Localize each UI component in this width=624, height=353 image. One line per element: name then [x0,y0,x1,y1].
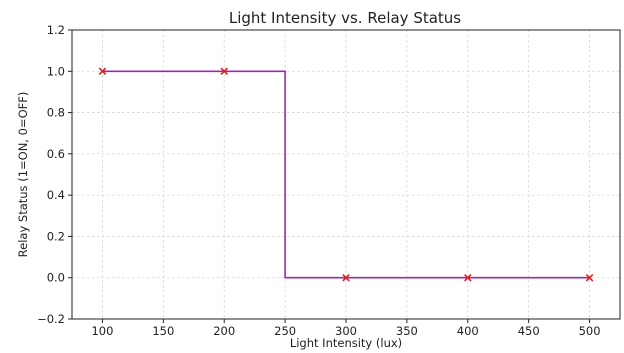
x-tick-label-2: 200 [213,324,235,338]
chart-title: Light Intensity vs. Relay Status [229,9,461,27]
x-tick-label-8: 500 [579,324,601,338]
x-tick-label-5: 350 [396,324,418,338]
y-tick-label-0: −0.2 [37,312,65,326]
grid [72,29,620,320]
y-tick-label-2: 0.2 [47,229,65,243]
x-axis-label: Light Intensity (lux) [290,336,402,350]
data-point-marker-4 [585,273,594,282]
x-tick-label-4: 300 [335,324,357,338]
y-axis-label: Relay Status (1=ON, 0=OFF) [16,92,30,258]
y-axis: −0.2 0.0 0.2 0.4 0.6 0.8 1.0 1.2 [37,23,72,326]
data-point-marker-0 [98,67,107,76]
x-tick-label-0: 100 [91,324,113,338]
y-tick-label-1: 0.0 [47,271,65,285]
x-axis: 100 150 200 250 300 350 400 450 500 [91,319,601,338]
x-tick-label-6: 400 [457,324,479,338]
x-tick-label-3: 250 [274,324,296,338]
step-line-series-0 [102,70,590,279]
y-tick-label-7: 1.2 [47,23,65,37]
x-tick-label-7: 450 [518,324,540,338]
marker-layer [98,67,594,282]
data-point-marker-2 [342,273,350,282]
y-tick-label-5: 0.8 [47,106,65,120]
data-point-marker-1 [220,67,228,76]
y-tick-label-6: 1.0 [47,64,65,78]
data-point-marker-3 [464,273,472,282]
y-tick-label-4: 0.6 [47,147,65,161]
step-line-layer [102,70,590,279]
x-tick-label-1: 150 [152,324,174,338]
y-tick-label-3: 0.4 [47,188,65,202]
